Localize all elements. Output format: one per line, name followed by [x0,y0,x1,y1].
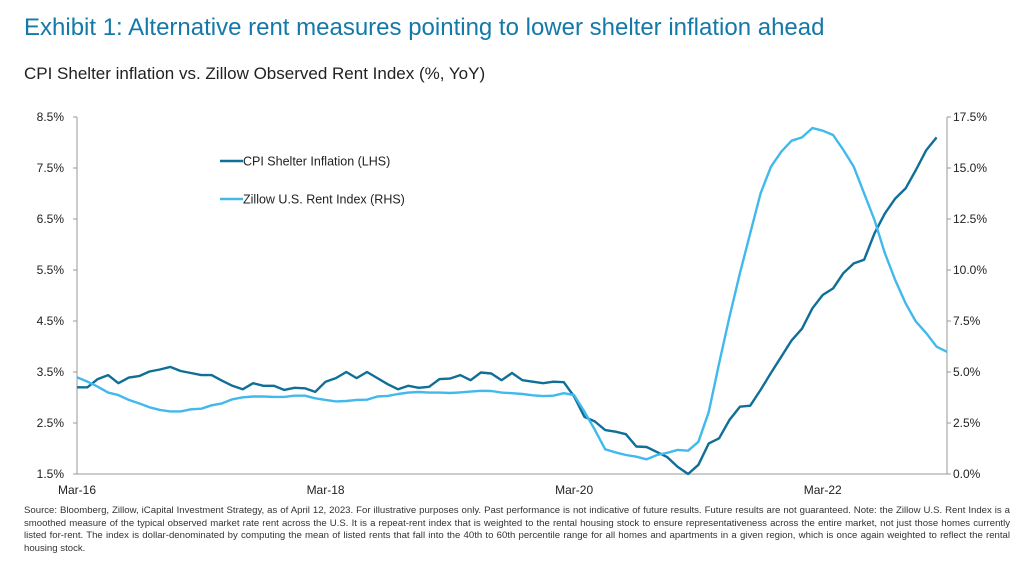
right-tick-label: 2.5% [953,416,981,430]
series-line-cpi-shelter [77,136,938,476]
x-tick-label: Mar-22 [804,483,842,497]
right-tick-label: 10.0% [953,263,987,277]
series-line-zillow-rent [76,126,948,461]
legend-label: Zillow U.S. Rent Index (RHS) [243,193,405,207]
left-tick-label: 2.5% [37,416,65,430]
right-tick-label: 7.5% [953,314,981,328]
source-footnote: Source: Bloomberg, Zillow, iCapital Inve… [24,505,1010,554]
left-tick-label: 4.5% [37,314,65,328]
chart-subtitle: CPI Shelter inflation vs. Zillow Observe… [24,64,486,83]
left-tick-label: 8.5% [37,110,65,124]
right-tick-label: 15.0% [953,161,987,175]
left-tick-label: 3.5% [37,365,65,379]
legend-label: CPI Shelter Inflation (LHS) [243,155,390,169]
x-tick-label: Mar-16 [58,483,96,497]
right-tick-label: 0.0% [953,467,981,481]
right-tick-label: 5.0% [953,365,981,379]
left-tick-label: 5.5% [37,263,65,277]
x-tick-label: Mar-18 [307,483,345,497]
left-tick-label: 7.5% [37,161,65,175]
x-tick-label: Mar-20 [555,483,593,497]
right-tick-label: 12.5% [953,212,987,226]
chart-title: Exhibit 1: Alternative rent measures poi… [24,14,825,41]
right-tick-label: 17.5% [953,110,987,124]
left-tick-label: 6.5% [37,212,65,226]
left-tick-label: 1.5% [37,467,65,481]
